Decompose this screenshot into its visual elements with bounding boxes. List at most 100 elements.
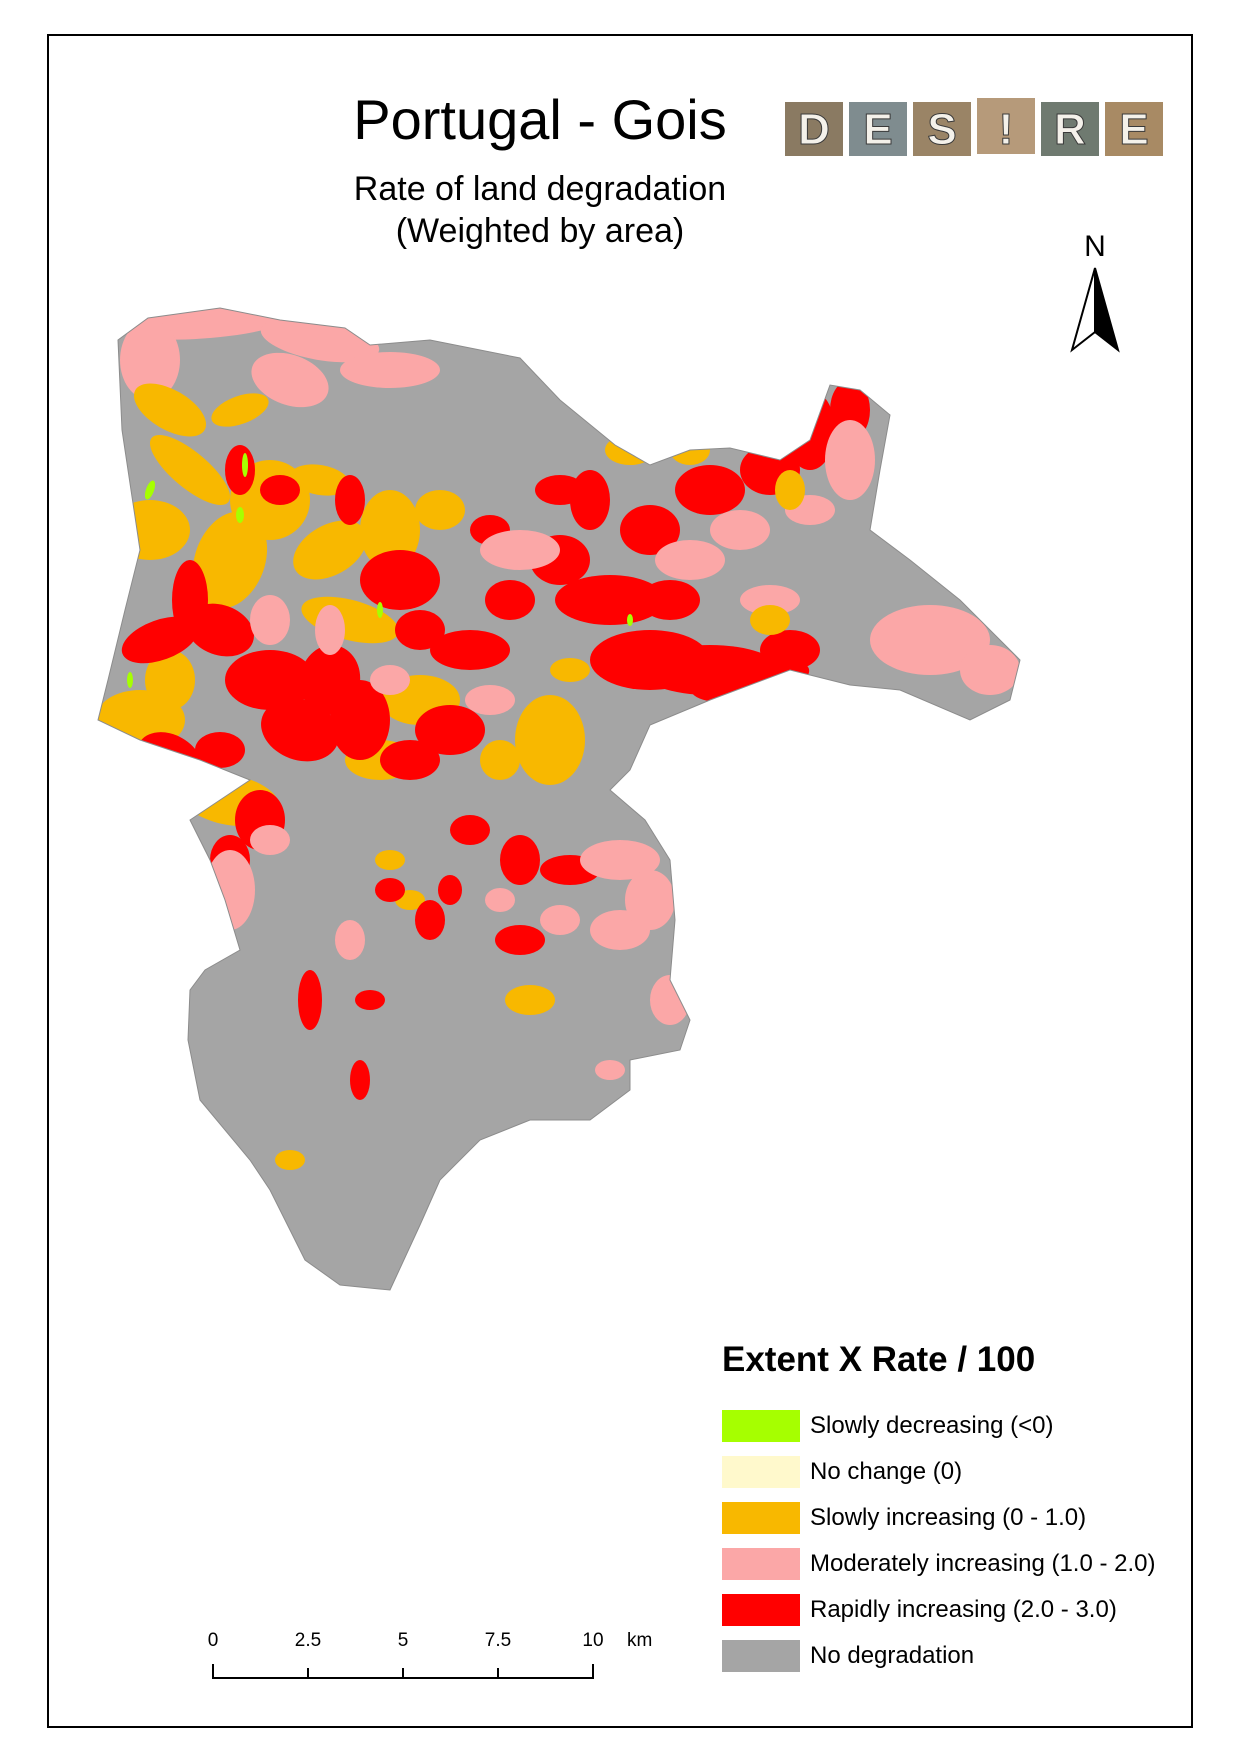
map-patch-orange <box>290 464 350 496</box>
map-patch-red <box>438 875 462 905</box>
map-patch-red <box>675 465 745 515</box>
map-patch-pink <box>465 685 515 715</box>
logo-tile <box>849 102 907 156</box>
map-subtitle: Rate of land degradation (Weighted by ar… <box>320 168 760 252</box>
map-patch-orange <box>375 850 405 870</box>
map-patch-red <box>380 740 440 780</box>
map-patch-pink <box>190 890 230 950</box>
map-patch-red <box>335 475 365 525</box>
legend-label: Moderately increasing (1.0 - 2.0) <box>810 1550 1156 1577</box>
legend-title: Extent X Rate / 100 <box>722 1340 1036 1379</box>
map-patch-green <box>377 602 383 618</box>
legend-item-no-degradation: No degradation <box>722 1640 1182 1676</box>
logo-tile <box>1105 102 1163 156</box>
subtitle-line-1: Rate of land degradation <box>353 170 727 208</box>
subtitle-line-2: (Weighted by area) <box>395 212 685 250</box>
logo-letter: ! <box>999 105 1014 154</box>
map-patch-pink <box>120 320 180 400</box>
map-patch-red <box>500 835 540 885</box>
north-arrow-icon: N <box>1070 230 1120 353</box>
map-patch-red <box>360 550 440 610</box>
map-patch-green <box>236 507 244 523</box>
map-patch-pink <box>335 920 365 960</box>
map-patch-pink <box>655 540 725 580</box>
legend-swatch <box>722 1410 800 1442</box>
logo-letter: E <box>863 105 892 154</box>
scale-tick-label: 0 <box>207 1630 219 1651</box>
logo-tile <box>1041 102 1099 156</box>
map-patch-orange <box>211 393 269 427</box>
map-patch-orange <box>505 985 555 1015</box>
map-patch-green <box>144 480 156 500</box>
desire-logo: D E S! R E <box>785 98 1163 156</box>
map-patch-pink <box>480 530 560 570</box>
map-patch-red <box>330 680 390 760</box>
map-patch-red <box>121 616 199 664</box>
map-patch-orange <box>515 695 585 785</box>
map-patch-pink <box>250 825 290 855</box>
map-patch-orange <box>192 511 268 609</box>
logo-letter: S <box>927 105 956 154</box>
map-patch-red <box>640 580 700 620</box>
legend-swatch <box>722 1456 800 1488</box>
map-patch-red <box>186 603 254 657</box>
map-patch-red <box>395 610 445 650</box>
map-patch-orange <box>550 658 590 682</box>
map-patch-pink <box>870 605 990 675</box>
map-patch-red <box>415 705 485 755</box>
map-patch-red <box>225 445 255 495</box>
legend-item-slowly-decreasing: Slowly decreasing (<0) <box>722 1410 1182 1446</box>
map-patch-red <box>195 732 245 768</box>
map-patch-orange <box>480 740 520 780</box>
legend-item-no-change: No change (0) <box>722 1456 1182 1492</box>
map-patch-pink <box>960 645 1020 695</box>
legend-item-slowly-increasing: Slowly increasing (0 - 1.0) <box>722 1502 1182 1538</box>
map-patch-pink <box>340 352 440 388</box>
legend-label: Slowly decreasing (<0) <box>810 1412 1054 1439</box>
logo-tile <box>977 98 1035 154</box>
map-patch-pink <box>740 585 800 615</box>
scale-tick-label: 10 <box>582 1630 604 1651</box>
legend-swatch <box>722 1548 800 1580</box>
map-patch-red <box>350 1060 370 1100</box>
map-patch-green <box>627 614 633 626</box>
legend-label: Slowly increasing (0 - 1.0) <box>810 1504 1087 1531</box>
map-patch-red <box>495 925 545 955</box>
map-patch-red <box>375 878 405 902</box>
map-patch-red <box>620 505 680 555</box>
map-patch-green <box>127 672 133 688</box>
map-patch-orange <box>415 490 465 530</box>
map-patch-pink <box>250 595 290 645</box>
map-patch-orange <box>149 435 231 505</box>
legend-swatch <box>722 1640 800 1672</box>
scale-unit-label: km <box>627 1630 653 1651</box>
map-patch-red <box>535 475 585 505</box>
scale-bar: 0 2.5 5 7.5 10 km <box>195 1630 652 1690</box>
logo-letter: R <box>1054 105 1086 154</box>
map-patch-orange <box>275 1150 305 1170</box>
map-patch-red <box>760 630 820 670</box>
legend-swatch <box>722 1594 800 1626</box>
logo-letter: D <box>798 105 830 154</box>
north-label: N <box>1084 230 1106 263</box>
legend-label: No change (0) <box>810 1458 963 1485</box>
map-patch-red <box>298 970 322 1030</box>
degradation-map <box>97 307 1021 1291</box>
logo-tile <box>785 102 843 156</box>
map-patch-pink <box>370 665 410 695</box>
map-patch-orange <box>360 490 420 570</box>
scale-tick-label: 2.5 <box>294 1630 322 1651</box>
map-patch-red <box>225 650 315 710</box>
legend-label: No degradation <box>810 1642 975 1669</box>
scale-tick-label: 7.5 <box>484 1630 512 1651</box>
map-patch-orange <box>293 520 367 580</box>
logo-tile <box>913 102 971 156</box>
map-patch-red <box>430 630 510 670</box>
map-patch-red <box>261 698 339 762</box>
map-patch-pink <box>251 352 329 408</box>
map-patch-pink <box>580 840 660 880</box>
map-patch-red <box>415 900 445 940</box>
map-patch-pink <box>625 870 675 930</box>
logo-letter: E <box>1119 105 1148 154</box>
map-patch-orange <box>750 605 790 635</box>
